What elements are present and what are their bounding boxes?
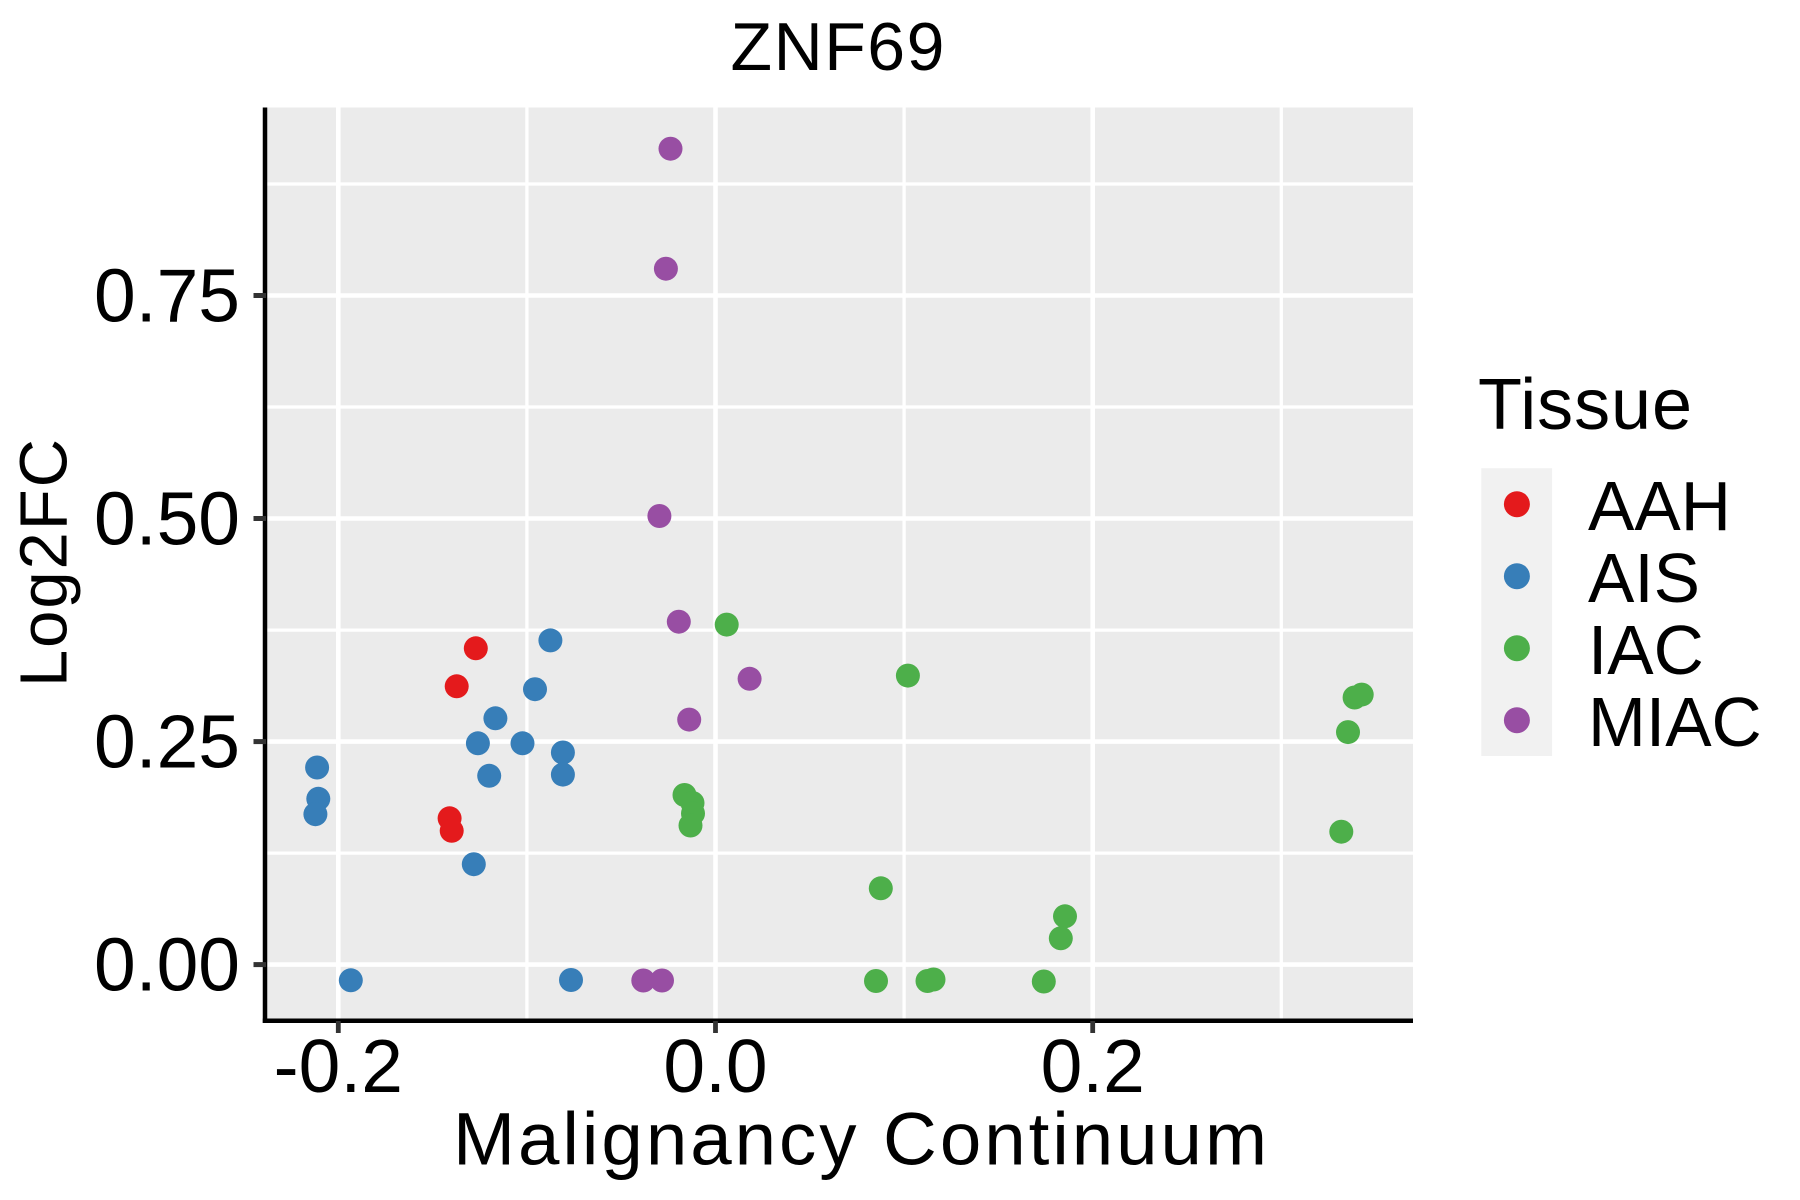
svg-text:-0.2: -0.2 [274,1024,403,1108]
svg-text:0.25: 0.25 [94,700,240,784]
svg-text:MIAC: MIAC [1588,683,1762,761]
svg-text:0.0: 0.0 [663,1024,767,1108]
svg-text:IAC: IAC [1588,611,1704,689]
svg-text:Log2FC: Log2FC [6,439,81,687]
svg-text:AIS: AIS [1588,539,1700,617]
svg-text:Tissue: Tissue [1478,365,1692,445]
svg-text:0.2: 0.2 [1041,1024,1145,1108]
svg-text:0.50: 0.50 [94,477,240,561]
svg-text:0.75: 0.75 [94,254,240,338]
svg-text:ZNF69: ZNF69 [731,9,945,85]
svg-text:0.00: 0.00 [94,923,240,1007]
svg-text:Malignancy Continuum: Malignancy Continuum [453,1098,1267,1181]
svg-text:AAH: AAH [1588,467,1731,545]
